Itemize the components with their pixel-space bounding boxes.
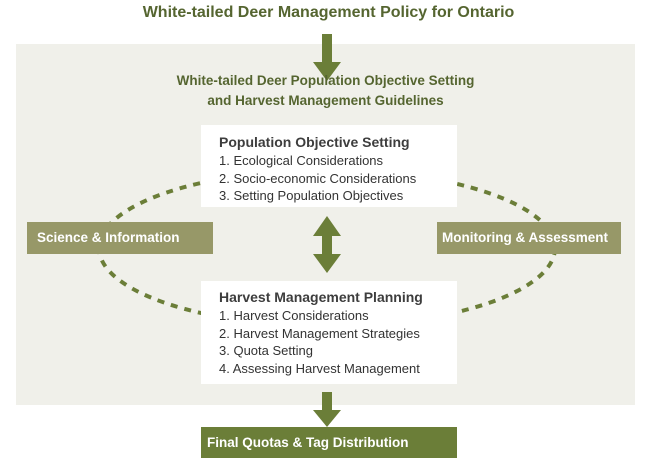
population-heading: Population Objective Setting	[219, 134, 410, 150]
monitoring-assessment-box: Monitoring & Assessment	[437, 222, 621, 254]
harvest-heading: Harvest Management Planning	[219, 289, 423, 305]
science-information-box: Science & Information	[27, 222, 213, 254]
population-item: 3. Setting Population Objectives	[219, 188, 404, 203]
harvest-item: 2. Harvest Management Strategies	[219, 325, 420, 341]
guidelines-line1: White-tailed Deer Population Objective S…	[176, 73, 475, 88]
population-item: 1. Ecological Considerations	[219, 153, 384, 168]
arrow-down-bottom	[313, 392, 341, 427]
policy-title: White-tailed Deer Management Policy for …	[142, 4, 515, 21]
harvest-item: 4. Assessing Harvest Management	[219, 360, 420, 376]
guidelines-line2: and Harvest Management Guidelines	[207, 93, 444, 108]
harvest-item: 3. Quota Setting	[219, 343, 313, 358]
population-item: 2. Socio-economic Considerations	[219, 170, 417, 186]
harvest-planning-box: Harvest Management Planning 1. Harvest C…	[201, 281, 457, 384]
guidelines-title: White-tailed Deer Population Objective S…	[16, 71, 635, 111]
population-objective-box: Population Objective Setting 1. Ecologic…	[201, 125, 457, 207]
arrow-down-top	[313, 34, 341, 81]
double-arrow	[313, 216, 341, 273]
final-quotas-box: Final Quotas & Tag Distribution	[201, 427, 457, 458]
harvest-item: 1. Harvest Considerations	[219, 308, 369, 323]
